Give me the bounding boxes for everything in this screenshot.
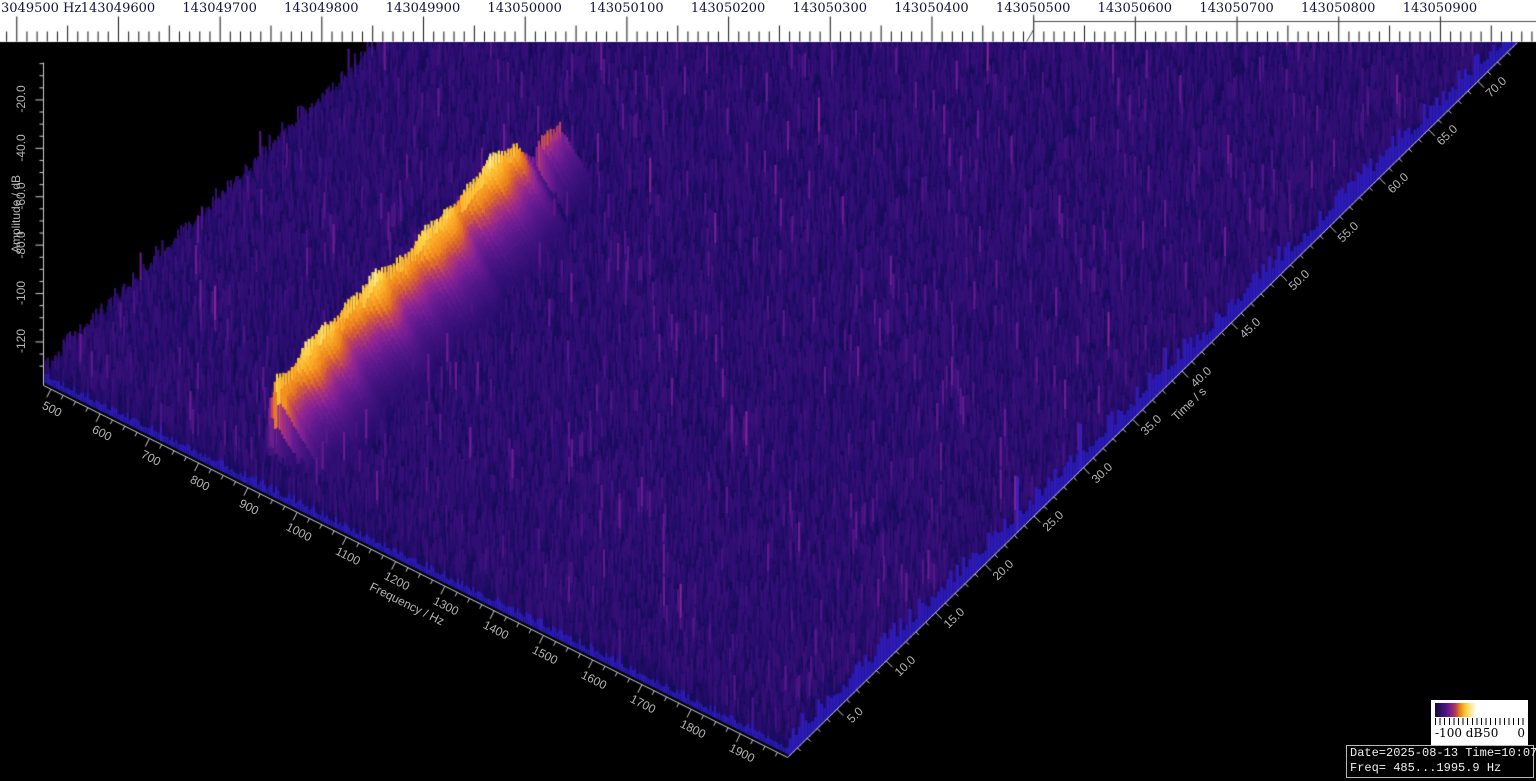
ruler-frequency-label: 143049900 [385,1,461,16]
ruler-frequency-label: 143050800 [1301,1,1376,16]
ruler-frequency-label: 143050700 [1199,1,1274,16]
datetime-freq-legend: Date=2025-08-13 Time=10:07 Freq= 485...19… [1346,745,1536,778]
ruler-frequency-label: 143049600 [80,1,156,16]
ruler-frequency-label: 143050000 [487,1,562,16]
ruler-frequency-label: 143049700 [182,1,257,16]
legend-freq-range: Freq= 485...1995.9 Hz [1350,761,1502,775]
colorbar-label-mid: -50 [1479,726,1499,740]
ruler-frequency-label: 143050900 [1402,1,1478,16]
ruler-frequency-label: 143050500 [995,1,1071,16]
ruler-frequency-label: 143050200 [690,1,766,16]
legend-date-time: Date=2025-08-13 Time=10:07 [1350,746,1536,760]
frequency-ruler[interactable]: 3049500 Hz 143049600 143049700 143049800 143… [0,0,1536,42]
ruler-frequency-label: 143050300 [792,1,868,16]
ruler-frequency-label: 143049800 [284,1,359,16]
colorbar-legend: -100 dB -50 0 [1431,700,1528,745]
colorbar-label-max: 0 [1517,726,1525,740]
colorbar-label-min: -100 dB [1435,726,1483,740]
colorbar-gradient [1435,703,1524,717]
ruler-frequency-label: 143050600 [1097,1,1173,16]
ruler-frequency-label: 143050400 [894,1,969,16]
ruler-frequency-label: 3049500 Hz [1,1,82,16]
colorbar-ticks [1435,718,1524,725]
ruler-frequency-label: 143050100 [589,1,664,16]
